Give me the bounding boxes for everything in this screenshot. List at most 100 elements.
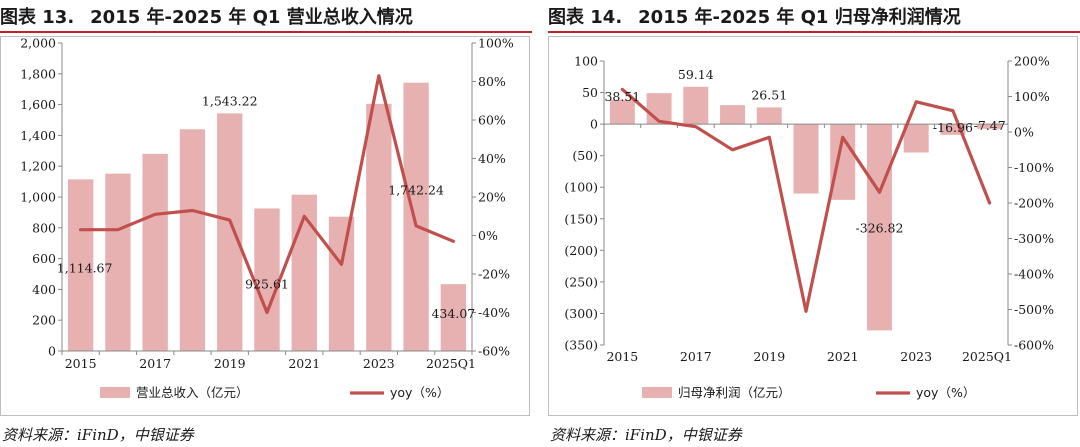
left-axis-tick-label: 50 [582,85,598,100]
right-axis-tick-label: -20% [478,267,510,282]
left-axis-tick-label: 1,000 [20,190,56,205]
left-axis-tick-label: 1,600 [20,97,56,112]
bar-2022 [328,216,355,351]
right-axis-tick-label: 20% [478,190,506,205]
x-tick-label: 2017 [139,356,171,371]
right-axis-tick-label: 0% [1014,125,1034,140]
left-axis-tick-label: (200) [564,243,598,258]
left-axis-tick-label: 400 [32,282,56,297]
data-label: 925.61 [245,276,289,291]
left-axis-tick-label: 1,400 [20,128,56,143]
x-tick-label: 2021 [827,349,859,364]
right-axis-tick-label: 0% [478,228,498,243]
right-axis-tick-label: 200% [1014,54,1050,69]
bar-2018 [179,129,206,351]
chart-frame [548,36,1078,416]
heading-rule [0,31,532,33]
x-tick-label: 2019 [214,356,246,371]
bar-2019 [756,107,782,125]
data-label: -16.96 [933,120,973,135]
yoy-line [620,87,992,313]
x-tick-label: 2015 [65,356,97,371]
right-axis-tick-label: -500% [1014,302,1054,317]
right-axis-tick-label: 100% [478,36,514,51]
data-label: 1,543.22 [202,93,258,108]
bar-2019 [217,113,243,351]
right-axis-tick-label: -60% [478,344,510,359]
right-axis-tick-label: 40% [478,151,506,166]
x-tick-label: 2025Q1 [426,356,476,371]
chart-heading: 图表 14. 2015 年-2025 年 Q1 归母净利润情况 [548,3,961,29]
right-axis-tick-label: -300% [1014,231,1054,246]
bar-2016 [646,93,672,125]
right-axis-tick-label: 80% [478,74,506,89]
x-tick-label: 2021 [288,356,320,371]
right-axis-tick-label: 60% [478,113,506,128]
data-label: 1,114.67 [57,260,113,275]
x-tick-label: 2015 [606,349,638,364]
legend-line-label: yoy（%） [390,385,449,400]
chart-panel-net-profit: 图表 14. 2015 年-2025 年 Q1 归母净利润情况 (350) (300… [548,0,1080,447]
chart-number: 图表 13. [0,7,75,28]
x-tick-label: 2023 [900,349,932,364]
bar-2017 [142,153,168,351]
legend-bar-swatch [642,387,672,398]
bar-2015 [609,99,635,125]
x-tick-label: 2023 [363,356,395,371]
left-axis-tick-label: 1,200 [20,159,56,174]
bar-2024 [940,124,966,135]
left-axis-tick-label: 2,000 [20,36,56,51]
left-axis-tick-label: (350) [564,338,598,353]
left-axis-tick-label: 200 [32,313,56,328]
data-label: -7.47 [974,118,1006,133]
left-axis-tick-label: 600 [32,251,56,266]
revenue-chart: 0 200 400 600 800 1,000 1,200 1,400 1,600 1,800 2,… [20,36,514,400]
left-axis-tick-label: (300) [564,306,598,321]
bar-2015 [67,179,94,351]
left-axis-tick-label: (50) [572,148,598,163]
legend-bar-label: 营业总收入（亿元） [136,385,249,400]
left-axis-tick-label: (100) [564,180,598,195]
bar-2020 [793,124,819,194]
left-axis-tick-label: (150) [564,211,598,226]
x-tick-label: 2017 [680,349,712,364]
source-note: 资料来源：iFinD，中银证券 [550,426,742,444]
left-axis-tick-label: 0 [590,117,598,132]
chart-title: 2015 年-2025 年 Q1 营业总收入情况 [90,7,413,28]
data-label: 434.07 [431,306,475,321]
bar-2023 [903,124,929,153]
data-label: 38.51 [604,89,640,104]
bar-2021 [830,124,856,200]
chart-title: 2015 年-2025 年 Q1 归母净利润情况 [638,7,961,28]
bar-2020 [254,208,280,351]
source-note: 资料来源：iFinD，中银证券 [2,426,194,444]
left-axis-tick-label: 1,800 [20,66,56,81]
data-label: 26.51 [751,87,787,102]
legend-bar-swatch [100,387,130,398]
chart-heading: 图表 13. 2015 年-2025 年 Q1 营业总收入情况 [0,3,413,29]
chart-panel-revenue: 图表 13. 2015 年-2025 年 Q1 营业总收入情况 0 200 400 60… [0,0,532,447]
data-label: 59.14 [678,67,714,82]
yoy-line [78,74,455,315]
right-axis-tick-label: -40% [478,305,510,320]
left-axis-tick-label: 800 [32,220,56,235]
bar-2024 [403,82,429,351]
x-tick-label: 2019 [753,349,785,364]
left-axis-tick-label: (250) [564,274,598,289]
right-axis-tick-label: -400% [1014,267,1054,282]
right-axis-tick-label: -100% [1014,160,1054,175]
legend-line-label: yoy（%） [916,385,975,400]
net-profit-chart: (350) (300) (250) (200) (150) (100) (50) 0 50 100… [564,54,1054,401]
data-label: -326.82 [855,220,903,235]
left-axis-tick-label: 100 [574,54,598,69]
right-axis-tick-label: -200% [1014,196,1054,211]
bar-2018 [720,105,746,125]
bar-2025Q1 [977,124,1003,129]
left-axis-tick-label: 0 [48,344,56,359]
bar-2022 [866,124,892,331]
right-axis-tick-label: 100% [1014,89,1050,104]
bar-2025Q1 [440,284,467,351]
heading-rule [548,31,1080,33]
x-tick-label: 2025Q1 [962,349,1012,364]
bar-2023 [366,103,392,351]
